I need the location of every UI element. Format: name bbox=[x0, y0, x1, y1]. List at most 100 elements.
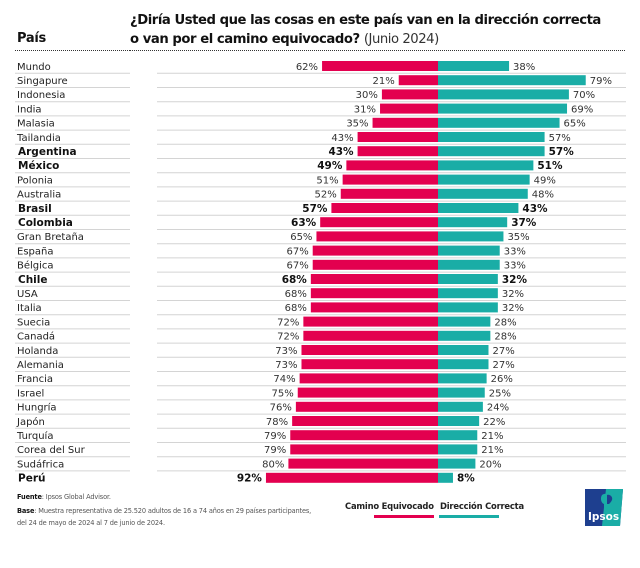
chart-row: Italia 68% 32% bbox=[15, 302, 626, 316]
chart-title-question: o van por el camino equivocado? bbox=[130, 32, 360, 47]
bar-wrong-track bbox=[297, 387, 438, 398]
country-label: Perú bbox=[18, 473, 45, 485]
ipsos-logo: Ipsos bbox=[585, 489, 623, 526]
value-label-right-direction: 49% bbox=[534, 175, 556, 186]
value-label-right-direction: 28% bbox=[494, 317, 516, 328]
country-label: Canadá bbox=[17, 331, 55, 343]
base-note-line-2: del 24 de mayo de 2024 al 7 de junio de … bbox=[17, 519, 165, 527]
bar-wrong-track bbox=[316, 231, 438, 242]
bar-right-direction bbox=[438, 345, 489, 355]
bar-right-direction bbox=[438, 387, 485, 398]
country-label: Bélgica bbox=[17, 260, 54, 272]
country-label: Israel bbox=[17, 388, 44, 399]
title-divider bbox=[130, 50, 625, 51]
value-label-wrong-track: 78% bbox=[266, 417, 288, 428]
value-label-right-direction: 35% bbox=[507, 232, 529, 243]
chart-row: Tailandia 43% 57% bbox=[15, 132, 626, 145]
source-note: Fuente: Ipsos Global Advisor. bbox=[17, 493, 111, 501]
value-label-wrong-track: 67% bbox=[286, 261, 308, 272]
bar-wrong-track bbox=[310, 302, 438, 313]
value-label-right-direction: 48% bbox=[532, 190, 554, 201]
country-label: Argentina bbox=[18, 146, 77, 158]
bar-right-direction bbox=[438, 89, 569, 100]
value-label-wrong-track: 73% bbox=[275, 346, 297, 357]
ipsos-logo-icon: Ipsos bbox=[585, 489, 623, 526]
chart-row: Sudáfrica 80% 20% bbox=[15, 458, 626, 472]
legend-swatch-right-direction bbox=[439, 515, 499, 518]
chart-row: Brasil 57% 43% bbox=[15, 203, 626, 216]
bar-right-direction bbox=[438, 245, 500, 256]
value-label-wrong-track: 80% bbox=[262, 459, 284, 470]
bar-wrong-track bbox=[299, 373, 438, 384]
chart-row: Polonia 51% 49% bbox=[15, 174, 626, 188]
bar-wrong-track bbox=[320, 217, 438, 228]
bar-wrong-track bbox=[310, 274, 438, 284]
value-label-wrong-track: 31% bbox=[354, 104, 376, 115]
bar-wrong-track bbox=[322, 61, 438, 71]
chart-row: Francia 74% 26% bbox=[15, 373, 626, 387]
bar-wrong-track bbox=[312, 245, 438, 256]
value-label-right-direction: 57% bbox=[549, 146, 575, 158]
value-label-right-direction: 33% bbox=[504, 261, 526, 272]
bar-wrong-track bbox=[380, 103, 438, 114]
bar-wrong-track bbox=[303, 330, 438, 341]
country-label: India bbox=[17, 104, 42, 115]
value-label-wrong-track: 65% bbox=[290, 232, 312, 243]
value-label-wrong-track: 35% bbox=[346, 119, 368, 130]
country-label: Malasia bbox=[17, 119, 55, 130]
bar-right-direction bbox=[438, 174, 530, 185]
value-label-right-direction: 27% bbox=[492, 346, 514, 357]
bar-right-direction bbox=[438, 472, 453, 483]
bar-wrong-track bbox=[331, 203, 438, 213]
bar-right-direction bbox=[438, 146, 545, 157]
value-label-right-direction: 70% bbox=[573, 90, 595, 101]
country-label: España bbox=[17, 246, 53, 257]
chart-title: ¿Diría Usted que las cosas en este país … bbox=[130, 11, 601, 49]
country-label: Alemania bbox=[17, 360, 64, 371]
value-label-wrong-track: 51% bbox=[316, 175, 338, 186]
country-label: Hungría bbox=[17, 402, 57, 414]
bar-right-direction bbox=[438, 302, 498, 313]
ipsos-logo-text: Ipsos bbox=[588, 511, 619, 523]
value-label-wrong-track: 92% bbox=[237, 473, 263, 485]
chart-row: Argentina 43% 57% bbox=[15, 146, 626, 159]
value-label-wrong-track: 75% bbox=[272, 388, 294, 399]
value-label-right-direction: 69% bbox=[571, 104, 593, 115]
bar-wrong-track bbox=[301, 345, 438, 355]
bar-wrong-track bbox=[301, 359, 438, 370]
bar-wrong-track bbox=[357, 146, 438, 157]
chart-row: México 49% 51% bbox=[15, 160, 626, 174]
country-label: Suecia bbox=[17, 317, 50, 328]
bar-wrong-track bbox=[310, 288, 438, 299]
country-label: Chile bbox=[18, 274, 48, 286]
value-label-right-direction: 43% bbox=[522, 203, 548, 215]
chart-row: Corea del Sur 79% 21% bbox=[15, 444, 626, 458]
value-label-wrong-track: 52% bbox=[315, 190, 337, 201]
bar-wrong-track bbox=[357, 132, 438, 142]
value-label-right-direction: 26% bbox=[491, 374, 513, 385]
chart-title-line-2: o van por el camino equivocado? (Junio 2… bbox=[130, 30, 601, 49]
bar-right-direction bbox=[438, 203, 519, 213]
value-label-right-direction: 33% bbox=[504, 246, 526, 257]
country-label: Gran Bretaña bbox=[17, 232, 84, 243]
bar-wrong-track bbox=[303, 316, 438, 327]
value-label-wrong-track: 43% bbox=[328, 146, 354, 158]
source-label: Fuente bbox=[17, 493, 42, 501]
value-label-right-direction: 27% bbox=[492, 360, 514, 371]
chart-row: España 67% 33% bbox=[15, 245, 626, 259]
base-note: Base: Muestra representativa de 25.520 a… bbox=[17, 507, 311, 515]
chart-row: Hungría 76% 24% bbox=[15, 402, 626, 415]
bar-wrong-track bbox=[265, 472, 438, 483]
bar-right-direction bbox=[438, 288, 498, 299]
country-label: USA bbox=[17, 289, 38, 300]
value-label-right-direction: 37% bbox=[511, 217, 537, 229]
chart-title-line-1: ¿Diría Usted que las cosas en este país … bbox=[130, 13, 601, 28]
value-label-wrong-track: 79% bbox=[264, 445, 286, 456]
chart-row: Australia 52% 48% bbox=[15, 188, 626, 202]
bar-right-direction bbox=[438, 416, 480, 426]
chart-row: Singapure 21% 79% bbox=[15, 75, 626, 88]
chart-row: Holanda 73% 27% bbox=[15, 345, 626, 358]
bar-right-direction bbox=[438, 103, 568, 114]
base-text-line-1: : Muestra representativa de 25.520 adult… bbox=[34, 507, 312, 515]
bar-right-direction bbox=[438, 61, 510, 71]
